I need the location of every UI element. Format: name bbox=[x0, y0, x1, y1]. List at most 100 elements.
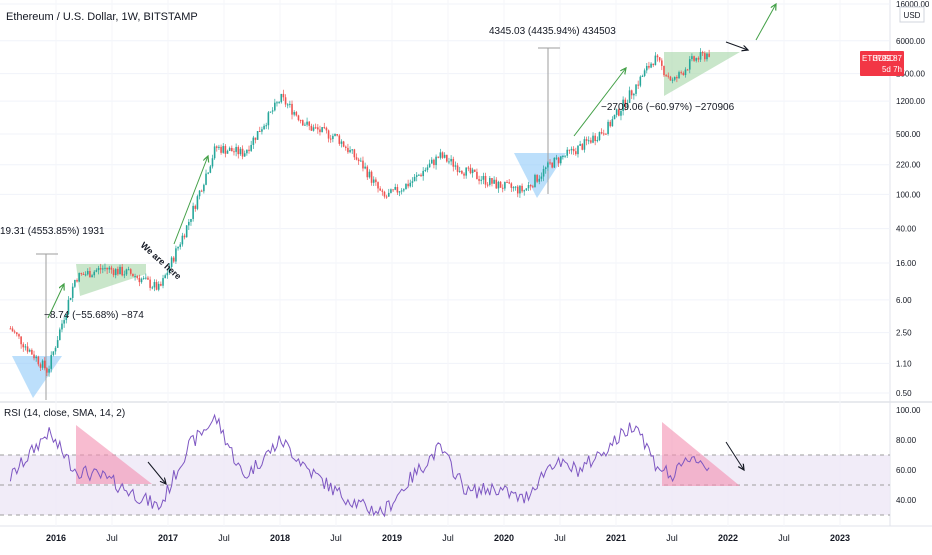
candle-body bbox=[551, 162, 553, 168]
rsi-band bbox=[0, 454, 890, 516]
candle-body bbox=[80, 273, 83, 275]
price-tick-label: 220.00 bbox=[896, 161, 921, 170]
candle-body bbox=[172, 257, 175, 262]
candle-body bbox=[241, 148, 244, 157]
price-scale[interactable]: 16000.00 6000.00 2500.00 1200.00 500.00 220.0… bbox=[896, 0, 930, 398]
time-axis-label: 2020 bbox=[494, 533, 514, 543]
candle-body bbox=[579, 144, 581, 146]
candle-body bbox=[549, 162, 551, 164]
candle-body bbox=[699, 52, 702, 60]
candle-body bbox=[329, 138, 332, 140]
candle-body bbox=[190, 218, 192, 222]
candle-body bbox=[91, 275, 93, 278]
candle-body bbox=[357, 159, 360, 162]
candle-body bbox=[93, 271, 96, 276]
candle-body bbox=[323, 127, 326, 129]
candle-body bbox=[501, 187, 504, 189]
time-axis-label: Jul bbox=[106, 533, 118, 543]
candle-body bbox=[20, 336, 22, 345]
candle-body bbox=[59, 329, 61, 341]
green-trend-arrow bbox=[173, 156, 208, 245]
black-down-arrow bbox=[725, 441, 744, 470]
candle-body bbox=[400, 190, 403, 192]
candle-body bbox=[506, 181, 508, 183]
time-axis-label: Jul bbox=[330, 533, 342, 543]
candle-body bbox=[28, 349, 31, 352]
candle-body bbox=[205, 173, 207, 185]
candle-body bbox=[188, 221, 190, 226]
candle-body bbox=[104, 267, 106, 269]
candle-body bbox=[478, 179, 480, 181]
candle-body bbox=[37, 356, 40, 365]
candle-body bbox=[615, 109, 618, 115]
candle-body bbox=[585, 139, 588, 141]
candle-body bbox=[407, 183, 409, 187]
candle-body bbox=[138, 277, 141, 283]
candle-body bbox=[706, 53, 708, 60]
candle-body bbox=[194, 205, 197, 209]
candle-body bbox=[282, 93, 285, 98]
time-axis-label: 2019 bbox=[382, 533, 402, 543]
price-tick-label: 1.10 bbox=[896, 359, 912, 368]
candle-body bbox=[340, 141, 343, 144]
candle-body bbox=[86, 270, 89, 275]
candle-body bbox=[525, 188, 528, 191]
candle-body bbox=[13, 331, 16, 333]
candle-body bbox=[110, 267, 113, 270]
candle-body bbox=[67, 299, 70, 315]
candle-body bbox=[349, 150, 351, 153]
time-axis[interactable]: 2016 Jul 2017 Jul 2018 Jul 2019 Jul 2020 Jul 2021 J… bbox=[46, 533, 850, 543]
candle-body bbox=[510, 183, 513, 188]
pattern-triangle-2016 bbox=[12, 356, 62, 398]
candle-body bbox=[222, 146, 225, 153]
candle-body bbox=[317, 127, 319, 130]
candle-body bbox=[663, 65, 665, 76]
candle-body bbox=[149, 279, 151, 288]
candle-body bbox=[465, 167, 467, 176]
candle-body bbox=[592, 135, 594, 143]
candle-body bbox=[61, 323, 63, 330]
price-tick-label: 6.00 bbox=[896, 296, 912, 305]
candle-body bbox=[226, 150, 229, 154]
candle-body bbox=[594, 135, 596, 142]
green-trend-arrow bbox=[755, 4, 776, 41]
candle-body bbox=[547, 162, 549, 168]
candle-body bbox=[527, 184, 530, 189]
candle-body bbox=[688, 59, 691, 70]
price-tick-label: 2.50 bbox=[896, 329, 912, 338]
candle-body bbox=[458, 170, 461, 172]
candle-body bbox=[54, 347, 57, 352]
candle-body bbox=[437, 156, 440, 158]
candle-body bbox=[387, 192, 390, 197]
candle-body bbox=[661, 60, 663, 66]
candle-body bbox=[568, 149, 571, 151]
candle-body bbox=[164, 275, 166, 279]
candle-body bbox=[243, 153, 246, 157]
candle-body bbox=[516, 186, 519, 194]
candle-body bbox=[667, 75, 670, 77]
candle-body bbox=[160, 283, 162, 286]
candle-body bbox=[170, 257, 173, 267]
candle-body bbox=[63, 320, 65, 324]
candle-body bbox=[512, 187, 515, 189]
price-tag bbox=[860, 51, 904, 76]
candle-body bbox=[9, 328, 12, 330]
candle-body bbox=[248, 149, 250, 151]
candle-body bbox=[473, 169, 476, 172]
candle-body bbox=[428, 163, 431, 168]
candle-body bbox=[301, 120, 304, 126]
candle-body bbox=[415, 175, 418, 177]
candles-layer bbox=[9, 48, 710, 377]
candle-body bbox=[433, 159, 435, 166]
rsi-scale[interactable]: 100.00 80.00 60.00 40.00 bbox=[896, 406, 921, 505]
time-axis-label: 2017 bbox=[158, 533, 178, 543]
candle-body bbox=[482, 175, 485, 180]
candle-body bbox=[336, 134, 338, 136]
currency-box[interactable] bbox=[899, 6, 925, 23]
candle-body bbox=[418, 174, 420, 176]
candle-body bbox=[600, 132, 603, 134]
candle-body bbox=[587, 140, 590, 142]
candle-body bbox=[145, 277, 147, 279]
